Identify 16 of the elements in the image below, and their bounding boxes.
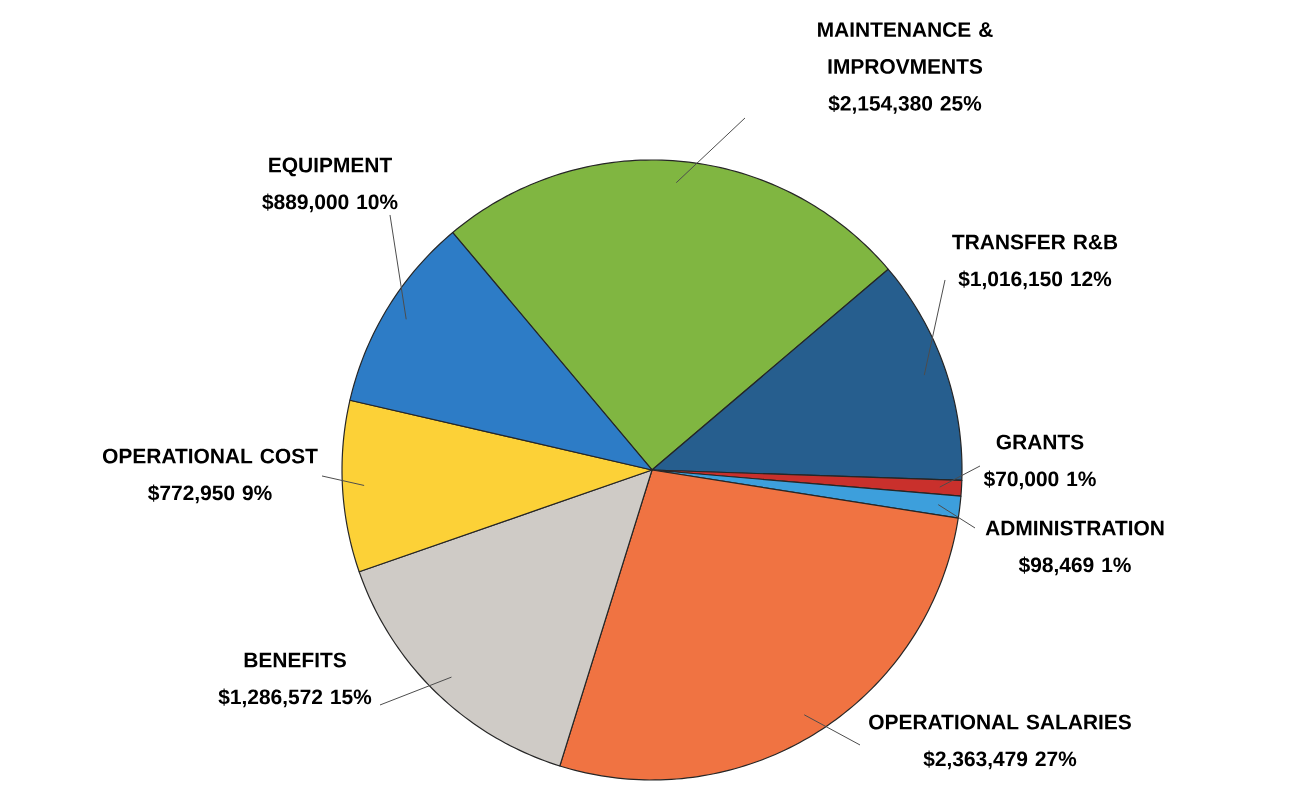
data-label: $1,286,572 15% — [218, 688, 372, 708]
data-label: $2,154,380 25% — [828, 94, 982, 114]
slice-label: TRANSFER R&B — [952, 234, 1118, 250]
data-label: $70,000 1% — [983, 470, 1096, 490]
slice-label: OPERATIONAL SALARIES — [869, 714, 1131, 730]
data-label: $98,469 1% — [1018, 556, 1131, 576]
slice-label: EQUIPMENT — [269, 157, 392, 177]
slice-label: MAINTENANCE & IMPROVMENTS — [818, 22, 993, 74]
slice-label: BENEFITS — [244, 652, 346, 668]
slice-label: GRANTS — [996, 434, 1084, 450]
data-label: $1,016,150 12% — [958, 270, 1112, 290]
data-label: $889,000 10% — [262, 193, 398, 213]
slice-label: OPERATIONAL COST — [102, 448, 318, 464]
slice-label: ADMINISTRATION — [985, 520, 1164, 536]
data-label: $772,950 9% — [148, 484, 272, 504]
data-label: $2,363,479 27% — [923, 750, 1077, 770]
